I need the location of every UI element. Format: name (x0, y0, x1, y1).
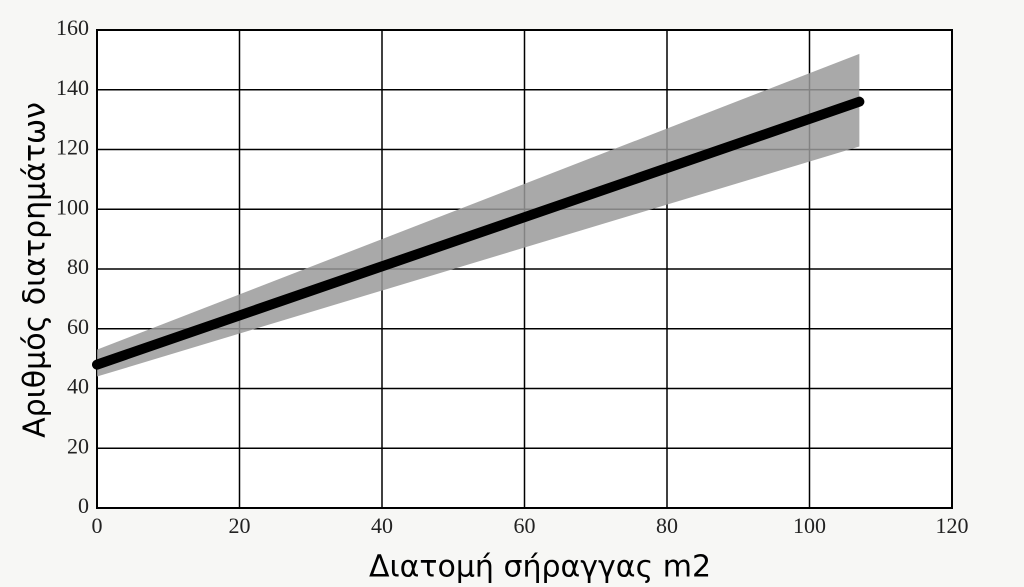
x-tick-label: 40 (371, 513, 393, 538)
y-tick-label: 60 (67, 314, 89, 339)
x-tick-label: 80 (656, 513, 678, 538)
y-tick-label: 120 (56, 135, 89, 160)
y-tick-label: 80 (67, 254, 89, 279)
x-axis-label: Διατομή σήραγγας m2 (369, 550, 711, 585)
y-tick-label: 100 (56, 194, 89, 219)
y-tick-label: 20 (67, 433, 89, 458)
y-tick-label: 0 (78, 493, 89, 518)
y-tick-label: 140 (56, 75, 89, 100)
x-tick-label: 100 (793, 513, 826, 538)
y-tick-label: 40 (67, 374, 89, 399)
x-tick-label: 60 (514, 513, 536, 538)
x-tick-label: 0 (92, 513, 103, 538)
x-tick-label: 120 (936, 513, 969, 538)
x-tick-label: 20 (229, 513, 251, 538)
y-tick-label: 160 (56, 15, 89, 40)
y-axis-label: Αριθμός διατρημάτων (18, 102, 53, 438)
regression-line (92, 96, 865, 370)
